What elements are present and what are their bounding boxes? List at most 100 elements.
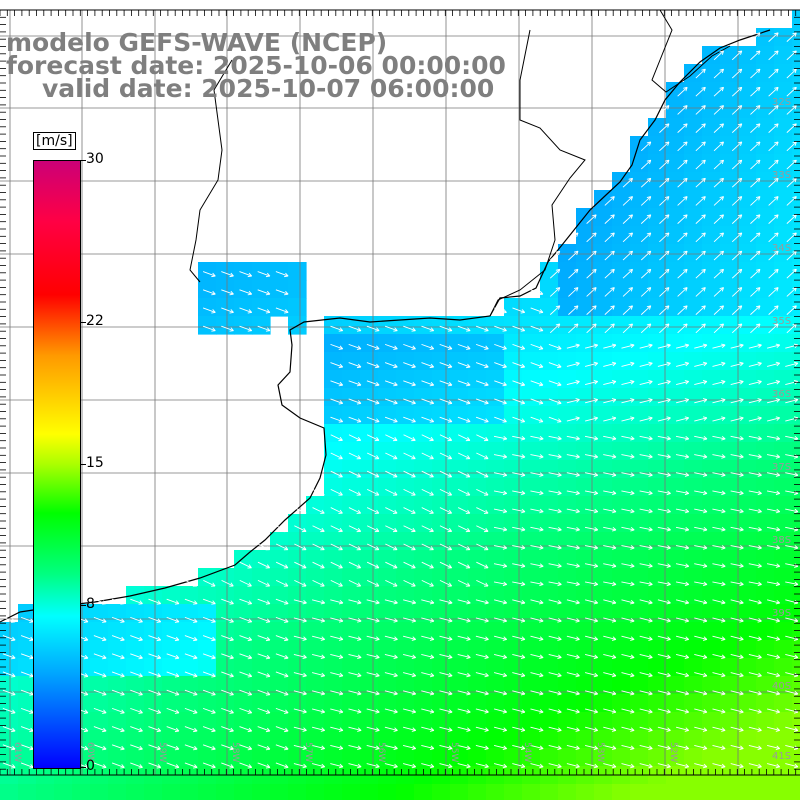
wind-arrow <box>293 708 307 714</box>
wind-arrow <box>530 508 544 514</box>
wind-arrow <box>677 323 688 334</box>
wind-cell <box>432 622 451 641</box>
wind-arrow <box>766 454 781 459</box>
wind-cell <box>792 640 800 659</box>
wind-arrow <box>439 635 453 641</box>
wind-cell <box>576 730 595 749</box>
wind-arrow <box>366 543 380 551</box>
wind-arrow <box>512 435 526 441</box>
wind-cell <box>342 334 361 353</box>
wind-arrow <box>457 470 471 478</box>
wind-cell <box>450 460 469 479</box>
wind-arrow <box>221 616 234 623</box>
wind-arrow <box>548 581 562 587</box>
wind-arrow <box>584 581 599 587</box>
wind-cell <box>594 730 613 749</box>
wind-arrow <box>603 361 617 367</box>
wind-cell <box>486 694 505 713</box>
wind-cell <box>702 298 721 317</box>
wind-cell <box>468 586 487 605</box>
wind-arrow <box>768 250 779 261</box>
wind-arrow <box>657 472 671 477</box>
wind-cell <box>702 280 721 299</box>
wind-arrow <box>713 196 724 206</box>
wind-cell <box>216 784 235 800</box>
wind-arrow <box>584 599 599 605</box>
wind-cell <box>486 388 505 407</box>
wind-cell <box>324 316 343 335</box>
wind-cell <box>468 748 487 767</box>
wind-arrow <box>766 744 781 751</box>
wind-cell <box>252 676 271 695</box>
wind-arrow <box>621 398 635 404</box>
wind-arrow <box>2 689 16 696</box>
wind-cell <box>792 10 800 29</box>
wind-arrow <box>493 653 508 660</box>
wind-cell <box>396 370 415 389</box>
wind-cell <box>630 730 649 749</box>
wind-cell <box>648 640 667 659</box>
wind-cell <box>558 550 577 569</box>
wind-arrow <box>348 343 362 350</box>
wind-cell <box>378 352 397 371</box>
wind-cell <box>270 550 289 569</box>
wind-arrow <box>677 214 688 224</box>
wind-cell <box>450 568 469 587</box>
wind-cell <box>630 280 649 299</box>
wind-cell <box>648 442 667 461</box>
wind-arrow <box>603 690 617 696</box>
wind-arrow <box>622 250 633 261</box>
wind-cell <box>324 334 343 353</box>
wind-cell <box>414 748 433 767</box>
wind-cell <box>612 244 631 263</box>
wind-arrow <box>659 105 670 115</box>
latitude-label: 33S <box>772 170 792 181</box>
wind-cell <box>378 424 397 443</box>
wind-cell <box>144 784 163 800</box>
wind-arrow <box>530 744 544 751</box>
wind-arrow <box>493 563 508 568</box>
wind-arrow <box>694 653 708 660</box>
wind-arrow <box>548 508 562 514</box>
wind-arrow <box>166 689 180 696</box>
wind-cell <box>18 784 37 800</box>
wind-arrow <box>366 525 380 533</box>
wind-cell <box>594 424 613 443</box>
colorbar-tick <box>80 160 86 161</box>
wind-cell <box>684 622 703 641</box>
wind-arrow <box>421 617 435 623</box>
wind-cell <box>792 568 800 587</box>
wind-cell <box>594 784 613 800</box>
wind-cell <box>684 568 703 587</box>
wind-arrow <box>20 616 34 623</box>
wind-cell <box>558 370 577 389</box>
wind-cell <box>720 388 739 407</box>
wind-arrow <box>366 672 380 678</box>
wind-arrow <box>530 362 544 369</box>
wind-arrow <box>695 250 706 261</box>
wind-arrow <box>712 708 726 714</box>
colorbar-tick-label: 0 <box>86 758 95 774</box>
wind-arrow <box>675 435 690 441</box>
wind-cell <box>504 298 523 317</box>
wind-arrow <box>603 763 617 769</box>
wind-cell <box>378 676 397 695</box>
wind-arrow <box>512 690 526 696</box>
wind-arrow <box>311 726 326 732</box>
wind-cell <box>702 334 721 353</box>
wind-arrow <box>294 579 307 587</box>
wind-arrow <box>439 416 453 423</box>
wind-arrow <box>695 232 706 243</box>
wind-cell <box>648 694 667 713</box>
wind-cell <box>432 334 451 353</box>
wind-arrow <box>766 653 781 660</box>
wind-cell <box>270 280 289 299</box>
wind-arrow <box>202 307 216 314</box>
wind-arrow <box>275 653 289 660</box>
wind-arrow <box>785 581 799 587</box>
wind-cell <box>630 748 649 767</box>
wind-arrow <box>403 362 416 369</box>
wind-arrow <box>786 141 797 152</box>
wind-cell <box>324 496 343 515</box>
wind-cell <box>630 640 649 659</box>
